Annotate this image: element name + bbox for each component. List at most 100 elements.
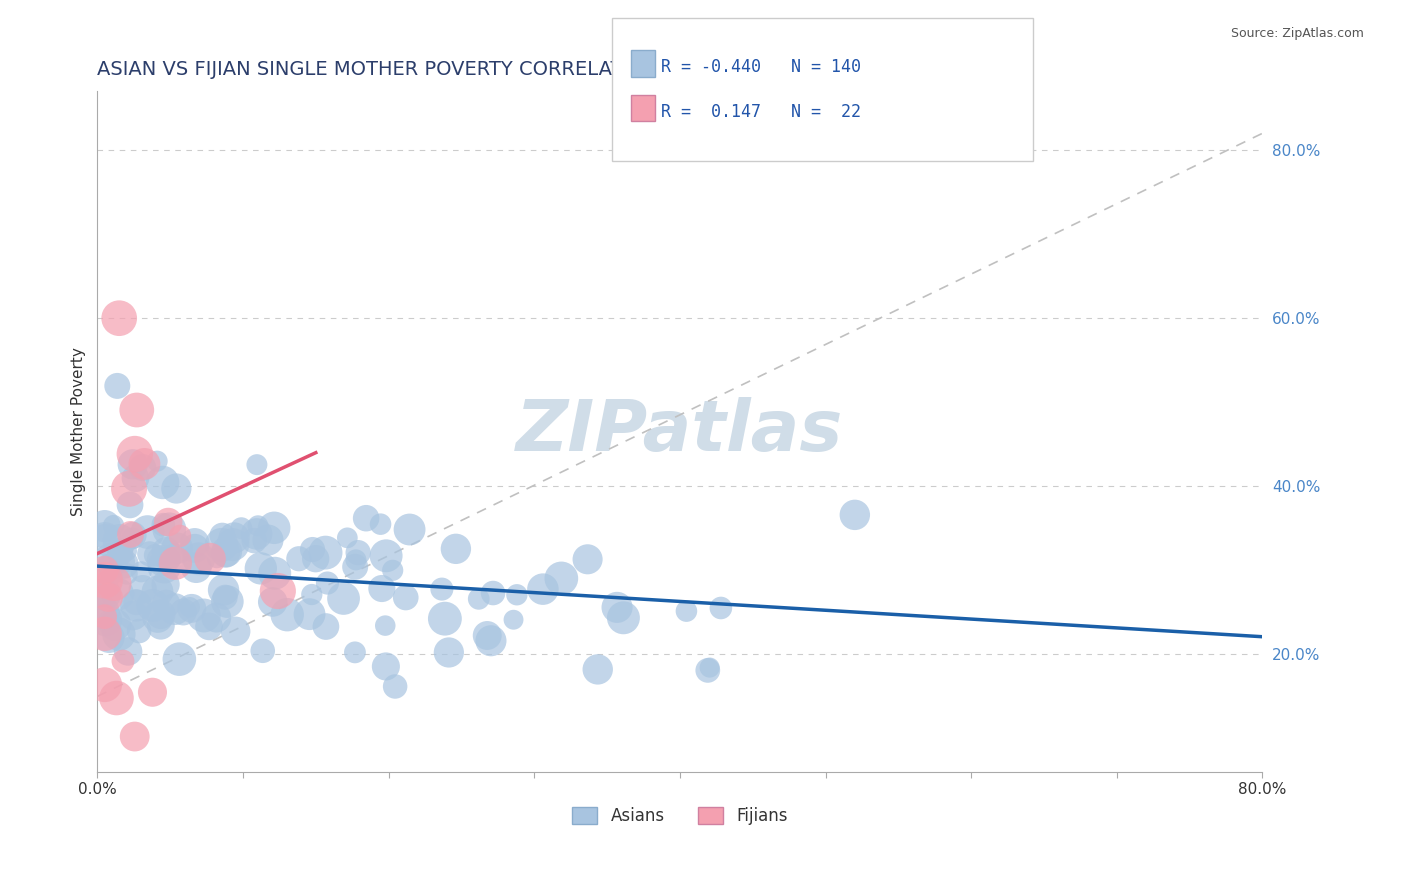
Point bbox=[97, 558, 120, 572]
Point bbox=[118, 498, 141, 512]
Point bbox=[301, 588, 323, 602]
Point bbox=[146, 584, 169, 599]
Point bbox=[215, 544, 238, 558]
Point bbox=[149, 618, 172, 632]
Point bbox=[131, 460, 153, 475]
Point bbox=[180, 601, 202, 615]
Point bbox=[125, 599, 148, 613]
Point bbox=[246, 458, 269, 472]
Point bbox=[344, 553, 367, 567]
Point bbox=[124, 447, 146, 461]
Point bbox=[217, 594, 239, 608]
Point bbox=[108, 533, 131, 548]
Point bbox=[245, 527, 267, 541]
Point bbox=[93, 519, 115, 533]
Point bbox=[120, 527, 142, 541]
Point bbox=[97, 614, 120, 628]
Point bbox=[205, 610, 228, 624]
Point bbox=[262, 595, 284, 609]
Point bbox=[531, 582, 554, 596]
Point bbox=[246, 518, 269, 533]
Point bbox=[157, 515, 180, 529]
Point bbox=[93, 563, 115, 577]
Point bbox=[112, 557, 135, 571]
Point bbox=[696, 664, 718, 678]
Point bbox=[172, 605, 194, 619]
Point bbox=[506, 588, 529, 602]
Point bbox=[108, 546, 131, 560]
Point bbox=[138, 547, 160, 561]
Point bbox=[395, 591, 418, 605]
Point bbox=[398, 523, 420, 537]
Point bbox=[301, 542, 323, 557]
Point bbox=[125, 403, 148, 417]
Point bbox=[104, 617, 127, 632]
Point bbox=[105, 691, 128, 706]
Point bbox=[98, 631, 121, 645]
Point bbox=[186, 560, 208, 574]
Point bbox=[118, 482, 141, 496]
Point bbox=[152, 475, 174, 490]
Point bbox=[477, 628, 499, 642]
Point bbox=[93, 574, 115, 588]
Point bbox=[100, 552, 122, 566]
Point bbox=[502, 613, 524, 627]
Point bbox=[93, 605, 115, 619]
Point bbox=[128, 624, 150, 638]
Point bbox=[93, 586, 115, 600]
Point bbox=[482, 586, 505, 600]
Point bbox=[142, 599, 165, 613]
Point bbox=[316, 576, 339, 591]
Point bbox=[155, 544, 177, 558]
Point bbox=[93, 609, 115, 624]
Point bbox=[444, 541, 467, 556]
Point bbox=[108, 541, 131, 555]
Point bbox=[699, 660, 721, 674]
Point bbox=[115, 544, 138, 558]
Point bbox=[267, 584, 290, 599]
Point bbox=[93, 532, 115, 546]
Point bbox=[93, 587, 115, 601]
Point bbox=[710, 601, 733, 615]
Point bbox=[347, 546, 370, 560]
Point bbox=[332, 591, 354, 606]
Point bbox=[187, 551, 209, 566]
Point bbox=[146, 454, 169, 468]
Point bbox=[252, 644, 274, 658]
Point bbox=[381, 563, 404, 577]
Text: R =  0.147   N =  22: R = 0.147 N = 22 bbox=[661, 103, 860, 120]
Point bbox=[305, 551, 328, 566]
Text: ZIPatlas: ZIPatlas bbox=[516, 397, 844, 467]
Point bbox=[315, 546, 337, 560]
Point bbox=[675, 604, 697, 618]
Point bbox=[112, 554, 135, 568]
Point bbox=[606, 600, 628, 615]
Point bbox=[479, 633, 502, 648]
Point bbox=[169, 652, 191, 666]
Point bbox=[93, 529, 115, 543]
Point bbox=[243, 533, 266, 548]
Point bbox=[257, 533, 280, 547]
Point bbox=[263, 521, 285, 535]
Point bbox=[125, 595, 148, 609]
Point bbox=[107, 587, 129, 601]
Point bbox=[143, 548, 166, 562]
Point bbox=[163, 602, 186, 616]
Point bbox=[576, 552, 599, 566]
Point bbox=[179, 600, 201, 615]
Point bbox=[100, 568, 122, 582]
Point bbox=[214, 590, 236, 604]
Point bbox=[343, 645, 366, 659]
Point bbox=[134, 457, 156, 471]
Point bbox=[124, 730, 146, 744]
Point bbox=[121, 458, 143, 472]
Point bbox=[100, 559, 122, 574]
Point bbox=[288, 551, 311, 566]
Point bbox=[169, 529, 191, 543]
Point bbox=[222, 531, 245, 545]
Point bbox=[105, 379, 128, 393]
Point bbox=[371, 582, 394, 596]
Point bbox=[124, 471, 146, 485]
Point bbox=[612, 611, 634, 625]
Point bbox=[132, 582, 155, 596]
